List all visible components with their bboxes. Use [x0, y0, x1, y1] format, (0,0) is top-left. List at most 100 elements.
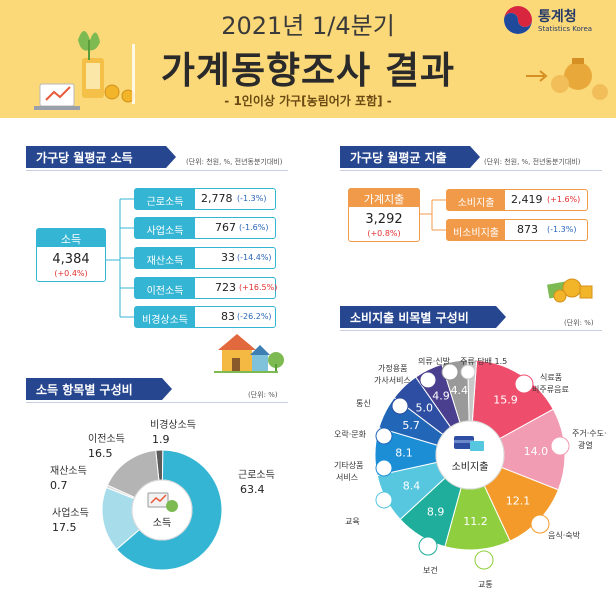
income-total-label: 소득 [37, 229, 105, 247]
income-label-name: 이전소득 [88, 433, 125, 445]
category-label-comm: 통신 [356, 399, 371, 408]
trend-arrow-icon [45, 86, 71, 101]
category-icons [375, 363, 570, 570]
category-label-education: 교육 [345, 517, 360, 526]
category-label-alcohol: 주류·담배 1.5 [460, 356, 507, 366]
expenditure-total-change: (+0.8%) [367, 229, 401, 238]
consumption-value-label: 5.0 [416, 401, 434, 414]
phone-small-icon [391, 397, 409, 415]
income-item-change: (-26.2%) [237, 312, 272, 321]
income-banner: 가구당 월평균 소득 [26, 146, 176, 168]
category-label-clothing: 의류·신발 [418, 356, 451, 366]
income-item-change: (-1.6%) [239, 223, 269, 232]
category-label-food-2: 비주류음료 [532, 385, 569, 394]
expenditure-item-value: 873 [517, 223, 538, 236]
expenditure-total-value: 3,292 [365, 212, 403, 227]
income-unit: (단위: 천원, %, 전년동분기대비) [186, 158, 283, 166]
income-item-business: 사업소득 767 (-1.6%) [134, 217, 276, 239]
expenditure-item-label: 비소비지출 [447, 220, 505, 240]
consumption-value-label: 5.7 [402, 419, 420, 432]
header-illustration [34, 31, 608, 110]
income-label-value: 63.4 [240, 483, 265, 496]
category-label-housing: 주거·수도· [572, 429, 607, 438]
consumption-share-unit: (단위: %) [564, 319, 594, 327]
expenditure-item-nonconsumption: 비소비지출 873 (-1.3%) [446, 219, 588, 241]
income-label-value: 1.9 [152, 433, 170, 446]
taegeuk-logo-icon [504, 6, 532, 34]
expenditure-banner: 가구당 월평균 지출 [340, 146, 480, 168]
money-bag-icon [564, 62, 592, 90]
subtitle: - 1인이상 가구[농림어가 포함] - [224, 94, 392, 108]
income-rule [26, 170, 288, 171]
category-label-recreation: 오락·문화 [334, 429, 367, 439]
income-label-name: 사업소득 [52, 506, 89, 519]
income-label-name: 비경상소득 [150, 418, 196, 431]
income-item-change: (+16.5%) [239, 283, 278, 292]
food-icon [514, 374, 534, 394]
income-item-label: 사업소득 [135, 218, 195, 238]
income-item-value: 33 [221, 251, 235, 264]
income-share-rule [26, 402, 288, 403]
consumption-share-banner: 소비지출 비목별 구성비 [340, 306, 506, 328]
income-donut-center [131, 479, 193, 541]
income-share-unit: (단위: %) [248, 391, 278, 399]
income-total-box: 소득 4,384 (+0.4%) [36, 228, 106, 282]
expenditure-item-change: (+1.6%) [547, 195, 581, 204]
income-item-value: 83 [221, 310, 235, 323]
income-item-label: 이전소득 [135, 278, 195, 298]
income-item-transfer: 이전소득 723 (+16.5%) [134, 277, 278, 299]
education-icon [375, 491, 393, 509]
agency-logo: 통계청 Statistics Korea [502, 4, 606, 40]
consumption-value-label: 4.9 [432, 390, 450, 403]
consumption-value-label: 4.4 [451, 384, 469, 397]
consumption-donut-center [435, 420, 505, 490]
misc-goods-icon [375, 459, 393, 477]
income-item-property: 재산소득 33 (-14.4%) [134, 247, 276, 269]
recreation-icon [375, 427, 393, 445]
income-item-irregular: 비경상소득 83 (-26.2%) [134, 306, 276, 328]
expenditure-total-box: 가계지출 3,292 (+0.8%) [348, 188, 420, 242]
category-label-transport: 교통 [478, 580, 493, 589]
expenditure-item-change: (-1.3%) [547, 225, 577, 234]
expenditure-item-label: 소비지출 [447, 190, 505, 210]
arrow-right-icon [539, 70, 548, 82]
health-icon [418, 536, 438, 556]
category-label-misc: 기타상품 [334, 460, 363, 470]
income-total-value: 4,384 [52, 252, 90, 267]
page-title: 가계동향조사 결과 [160, 49, 456, 92]
income-center-icon [147, 492, 178, 512]
agency-name: 통계청 [538, 9, 577, 25]
title-line1: 2021년 1/4분기 [221, 12, 395, 40]
income-item-label: 근로소득 [135, 189, 195, 209]
expenditure-item-consumption: 소비지출 2,419 (+1.6%) [446, 189, 588, 211]
clothing-icon [441, 363, 459, 381]
expenditure-rule [340, 170, 602, 171]
consumption-value-label: 14.0 [524, 445, 549, 458]
dining-icon [530, 514, 550, 534]
income-label-value: 0.7 [50, 479, 68, 492]
category-label-food: 식료품 [540, 373, 562, 382]
consumption-value-label: 8.1 [395, 447, 413, 460]
income-item-change: (-1.3%) [237, 194, 267, 203]
consumption-value-label: 15.9 [493, 393, 518, 406]
income-label-value: 17.5 [52, 521, 77, 534]
category-label-dining: 음식·숙박 [548, 530, 581, 540]
income-item-value: 723 [215, 281, 236, 294]
expenditure-item-value: 2,419 [511, 193, 543, 206]
income-item-value: 767 [215, 221, 236, 234]
household-goods-icon [419, 371, 437, 389]
income-share-banner: 소득 항목별 구성비 [26, 378, 172, 400]
income-label-name: 재산소득 [50, 465, 87, 477]
consumption-value-label: 11.2 [463, 515, 488, 528]
category-label-household: 가정용품 [378, 363, 407, 373]
consumption-value-label: 8.9 [427, 505, 445, 518]
expenditure-total-label: 가계지출 [349, 189, 419, 207]
income-donut-center-label: 소득 [153, 517, 171, 529]
drink-icon [460, 364, 476, 380]
agency-name-en: Statistics Korea [538, 25, 593, 33]
category-label-housing-2: 광열 [578, 440, 593, 450]
consumption-category-labels: 식료품 비주류음료 주거·수도· 광열 음식·숙박 교통 보건 교육 기타상품 … [334, 356, 607, 589]
income-item-label: 비경상소득 [135, 307, 195, 327]
income-label-name: 근로소득 [238, 469, 275, 481]
